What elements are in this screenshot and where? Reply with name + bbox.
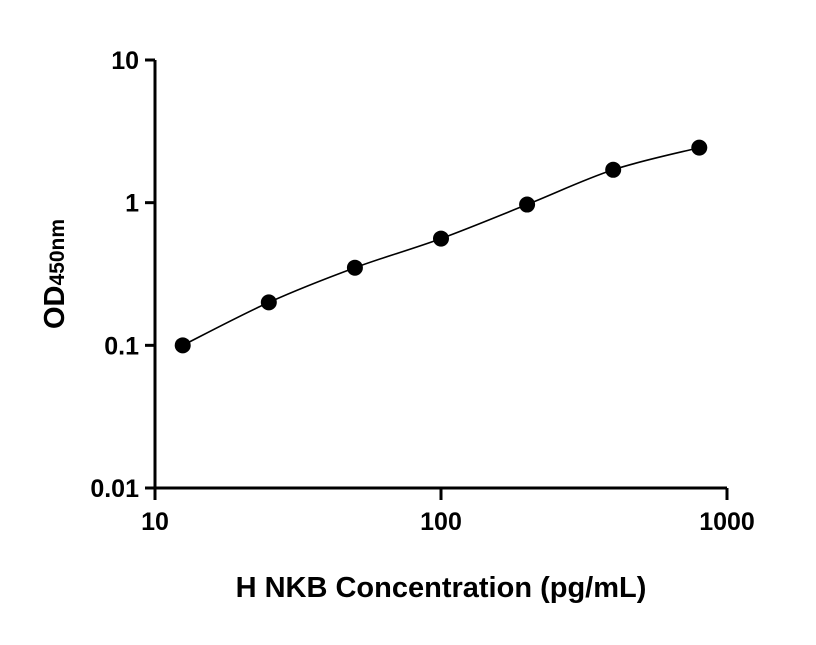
axes: 0.01 0.1 1 10 10 100 1000 [90,47,754,536]
x-axis-label: H NKB Concentration (pg/mL) [236,572,647,604]
data-point [519,196,536,213]
x-tick-label: 1000 [699,508,755,536]
y-tick-label: 10 [111,47,139,75]
data-point [260,294,277,311]
data-point [605,161,622,178]
data-point [174,337,191,354]
data-point [433,230,449,247]
y-tick-label: 0.01 [90,475,139,503]
y-axis-label: OD450nm [39,219,71,329]
x-tick-label: 10 [141,508,169,536]
data-point [346,259,363,276]
y-tick-label: 0.1 [104,332,139,360]
y-axis-label-main: OD [39,286,71,330]
data-points [174,139,708,354]
y-tick-label: 1 [125,190,139,218]
x-tick-label: 100 [420,508,462,536]
y-axis-label-subscript: 450nm [46,219,69,286]
data-point [691,139,708,156]
